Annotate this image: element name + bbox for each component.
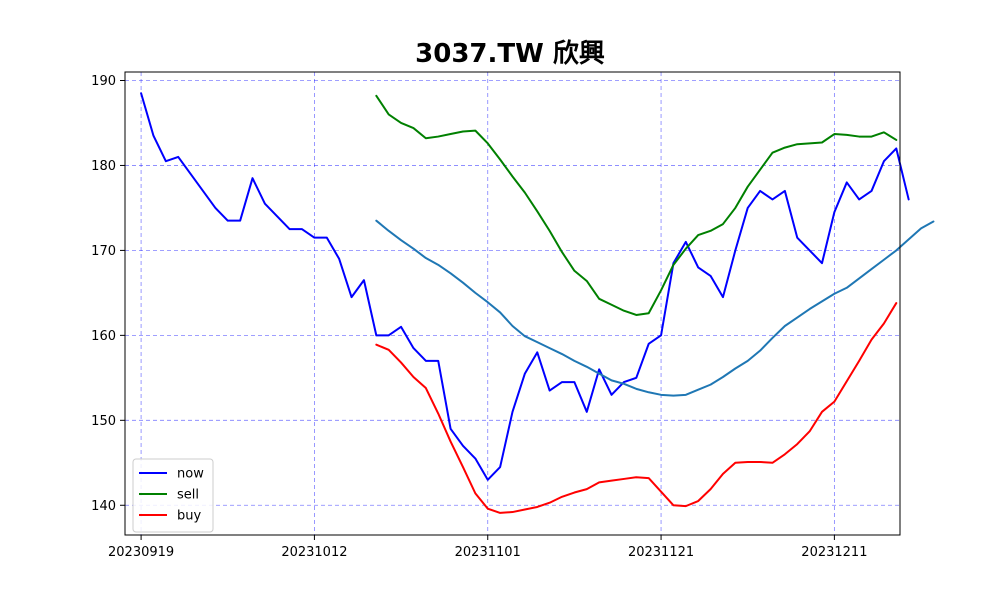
legend-box: [132, 458, 214, 533]
legend: now sell buy: [132, 458, 214, 533]
plot-area-frame: [124, 71, 901, 536]
y-tick-label: 140: [91, 499, 116, 514]
y-axis-ticks: 140 150 160 170 180 190: [91, 74, 125, 514]
x-tick-label: 20231121: [628, 545, 694, 560]
grid: [125, 72, 900, 535]
x-tick-label: 20231101: [455, 545, 521, 560]
y-tick-label: 190: [91, 74, 116, 89]
y-tick-label: 180: [91, 159, 116, 174]
chart-title: 3037.TW 欣興: [415, 39, 605, 69]
series-line-sell: [375, 94, 898, 316]
legend-label-buy: buy: [177, 509, 201, 524]
x-tick-label: 20231211: [801, 545, 867, 560]
y-tick-label: 160: [91, 329, 116, 344]
series-line-now: [140, 92, 910, 481]
x-tick-label: 20231012: [281, 545, 347, 560]
series-lines: [140, 92, 935, 514]
x-axis-ticks: 20230919 20231012 20231101 20231121 20231211: [108, 535, 867, 560]
x-tick-label: 20230919: [108, 545, 174, 560]
legend-label-sell: sell: [177, 488, 199, 503]
series-line-average: [375, 219, 935, 397]
y-tick-label: 150: [91, 414, 116, 429]
y-tick-label: 170: [91, 244, 116, 259]
legend-label-now: now: [177, 467, 204, 482]
series-line-buy: [375, 302, 898, 514]
